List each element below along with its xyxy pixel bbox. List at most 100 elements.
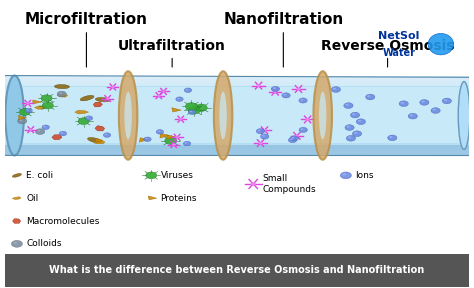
Bar	[5, 147, 469, 148]
Circle shape	[61, 132, 63, 134]
Circle shape	[87, 117, 89, 118]
Circle shape	[78, 118, 89, 125]
Bar	[5, 131, 469, 132]
Bar	[5, 128, 469, 129]
FancyBboxPatch shape	[5, 254, 469, 287]
Circle shape	[306, 118, 310, 121]
Bar	[5, 122, 469, 124]
Text: What is the difference between Reverse Osmosis and Nanofiltration: What is the difference between Reverse O…	[49, 265, 425, 275]
Bar	[5, 75, 469, 77]
Ellipse shape	[80, 95, 94, 101]
Circle shape	[399, 101, 409, 107]
Circle shape	[59, 131, 67, 136]
Bar	[5, 82, 469, 83]
Circle shape	[410, 114, 413, 116]
Circle shape	[273, 90, 277, 93]
Circle shape	[106, 97, 109, 100]
Ellipse shape	[95, 98, 110, 102]
Ellipse shape	[458, 82, 470, 149]
Circle shape	[301, 128, 303, 130]
Ellipse shape	[5, 75, 24, 156]
Circle shape	[388, 135, 397, 141]
Circle shape	[292, 137, 294, 139]
Bar	[5, 129, 469, 130]
Circle shape	[250, 182, 256, 186]
Circle shape	[177, 98, 180, 99]
Circle shape	[356, 119, 365, 124]
Ellipse shape	[124, 92, 132, 139]
Circle shape	[299, 127, 308, 132]
Bar	[5, 85, 469, 86]
Bar	[5, 132, 469, 133]
Circle shape	[365, 94, 375, 100]
Ellipse shape	[428, 33, 454, 55]
Circle shape	[344, 103, 353, 109]
Text: Oil: Oil	[26, 194, 38, 203]
Bar	[5, 79, 469, 81]
Text: Macromolecules: Macromolecules	[26, 217, 100, 226]
Circle shape	[346, 135, 356, 141]
Circle shape	[419, 100, 429, 105]
Circle shape	[85, 116, 93, 120]
Circle shape	[345, 125, 354, 130]
Circle shape	[43, 126, 46, 127]
Circle shape	[105, 134, 107, 135]
Text: E. coli: E. coli	[26, 171, 53, 180]
Bar	[5, 90, 469, 92]
Text: Viruses: Viruses	[161, 171, 193, 180]
Polygon shape	[52, 135, 62, 140]
Circle shape	[421, 101, 425, 103]
Circle shape	[350, 112, 360, 118]
Bar	[5, 146, 469, 147]
Circle shape	[185, 142, 187, 144]
Circle shape	[57, 91, 66, 97]
Circle shape	[346, 126, 350, 128]
Circle shape	[258, 130, 261, 131]
Circle shape	[162, 90, 165, 92]
Circle shape	[18, 118, 27, 124]
Circle shape	[342, 173, 346, 176]
Circle shape	[20, 120, 22, 121]
Circle shape	[401, 102, 404, 104]
Ellipse shape	[214, 71, 232, 160]
Text: Nanofiltration: Nanofiltration	[223, 12, 344, 27]
Bar	[5, 114, 469, 115]
Bar	[5, 120, 469, 122]
Circle shape	[188, 110, 196, 114]
Polygon shape	[33, 100, 42, 104]
Bar	[5, 124, 469, 126]
Circle shape	[299, 98, 307, 103]
Circle shape	[103, 133, 111, 137]
Circle shape	[282, 93, 290, 98]
Bar	[5, 88, 469, 90]
Circle shape	[288, 138, 297, 143]
Circle shape	[176, 97, 183, 101]
Ellipse shape	[319, 92, 327, 139]
Bar	[5, 86, 469, 88]
Circle shape	[271, 86, 280, 92]
Polygon shape	[160, 133, 169, 138]
Polygon shape	[96, 138, 103, 142]
Bar	[5, 133, 469, 134]
Circle shape	[25, 108, 32, 113]
Bar	[5, 94, 469, 96]
Circle shape	[290, 139, 293, 140]
Bar	[5, 92, 469, 94]
Circle shape	[164, 137, 177, 144]
Bar	[5, 130, 469, 131]
Circle shape	[41, 95, 52, 102]
Circle shape	[188, 107, 200, 114]
Polygon shape	[18, 115, 27, 120]
Bar	[5, 116, 469, 118]
Circle shape	[179, 118, 182, 120]
Polygon shape	[166, 135, 177, 139]
Bar	[5, 134, 469, 135]
Bar	[5, 105, 469, 107]
Bar	[5, 84, 469, 85]
Bar	[5, 115, 469, 116]
Bar	[5, 148, 469, 149]
Bar	[5, 98, 469, 100]
Bar	[5, 101, 469, 103]
Bar	[5, 83, 469, 84]
Bar	[5, 152, 469, 154]
